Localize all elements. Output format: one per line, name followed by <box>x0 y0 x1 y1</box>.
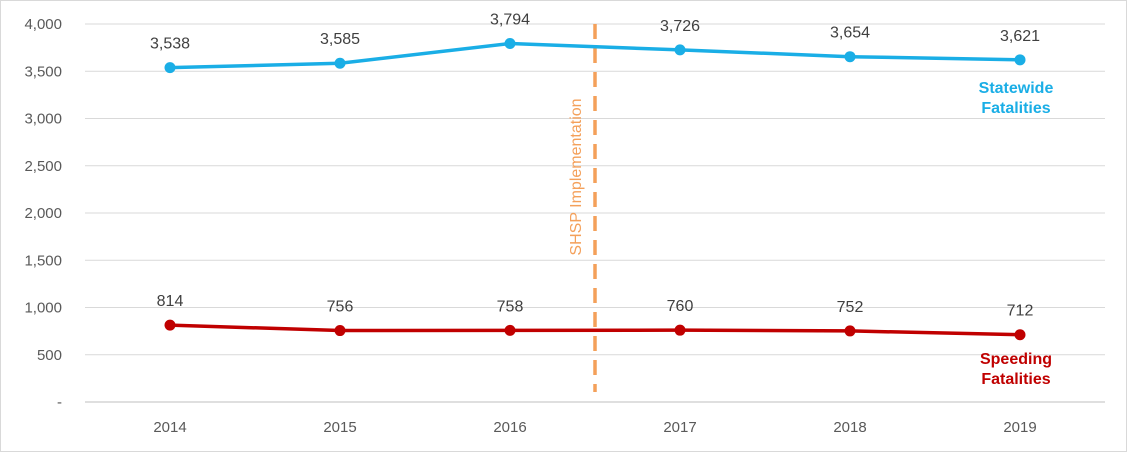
data-label: 3,726 <box>660 18 700 35</box>
data-label: 3,538 <box>150 36 190 53</box>
annotations: SHSP Implementation <box>568 24 597 392</box>
data-label: 3,794 <box>490 11 530 28</box>
data-label: 760 <box>667 298 694 315</box>
series-line <box>169 41 1021 70</box>
y-tick-label: 500 <box>37 347 62 364</box>
data-label: 3,654 <box>830 25 870 42</box>
shsp-implementation-label: SHSP Implementation <box>568 98 585 255</box>
x-tick-label: 2014 <box>153 419 186 436</box>
y-tick-label: 1,000 <box>24 300 62 317</box>
data-point <box>1014 329 1026 341</box>
x-tick-label: 2015 <box>323 419 356 436</box>
series-name-line: Speeding <box>980 351 1052 368</box>
data-point <box>504 324 516 336</box>
y-tick-label: 3,000 <box>24 111 62 128</box>
series-line <box>169 323 1021 337</box>
x-tick-label: 2019 <box>1003 419 1036 436</box>
data-point <box>674 324 686 336</box>
data-label: 814 <box>157 293 184 310</box>
data-label: 756 <box>327 299 354 316</box>
data-point <box>164 319 176 331</box>
y-tick-label: 4,000 <box>24 16 62 33</box>
data-point <box>334 325 346 337</box>
data-point <box>334 57 346 69</box>
data-label: 752 <box>837 299 864 316</box>
series-statewide-fatalities: 3,538 3,585 3,794 3,726 3,654 3,621 Statewide F… <box>150 11 1053 117</box>
data-point <box>844 325 856 337</box>
series-speeding-fatalities: 814 756 758 760 752 712 Speeding Fatalities <box>157 293 1052 388</box>
y-tick-label: 2,500 <box>24 158 62 175</box>
data-point <box>1014 54 1026 66</box>
y-tick-label: - <box>57 394 62 411</box>
x-tick-label: 2016 <box>493 419 526 436</box>
data-label: 3,585 <box>320 31 360 48</box>
x-axis-ticks: 2014 2015 2016 2017 2018 2019 <box>153 419 1036 436</box>
y-tick-label: 1,500 <box>24 252 62 269</box>
series-group: 3,538 3,585 3,794 3,726 3,654 3,621 Statewide F… <box>150 11 1053 388</box>
y-tick-label: 2,000 <box>24 205 62 222</box>
data-point <box>164 62 176 74</box>
x-tick-label: 2017 <box>663 419 696 436</box>
data-point <box>674 44 686 56</box>
series-name-line: Fatalities <box>981 371 1050 388</box>
y-axis-ticks: - 500 1,000 1,500 2,000 2,500 3,000 3,500 4,000 <box>24 16 62 411</box>
series-name-line: Statewide <box>979 80 1054 97</box>
data-label: 3,621 <box>1000 28 1040 45</box>
y-tick-label: 3,500 <box>24 63 62 80</box>
series-name-label: Speeding Fatalities <box>980 351 1052 388</box>
data-point <box>844 51 856 63</box>
data-point <box>504 37 516 49</box>
x-tick-label: 2018 <box>833 419 866 436</box>
series-name-label: Statewide Fatalities <box>979 80 1054 117</box>
data-label: 712 <box>1007 303 1034 320</box>
data-label: 758 <box>497 298 524 315</box>
series-name-line: Fatalities <box>981 100 1050 117</box>
